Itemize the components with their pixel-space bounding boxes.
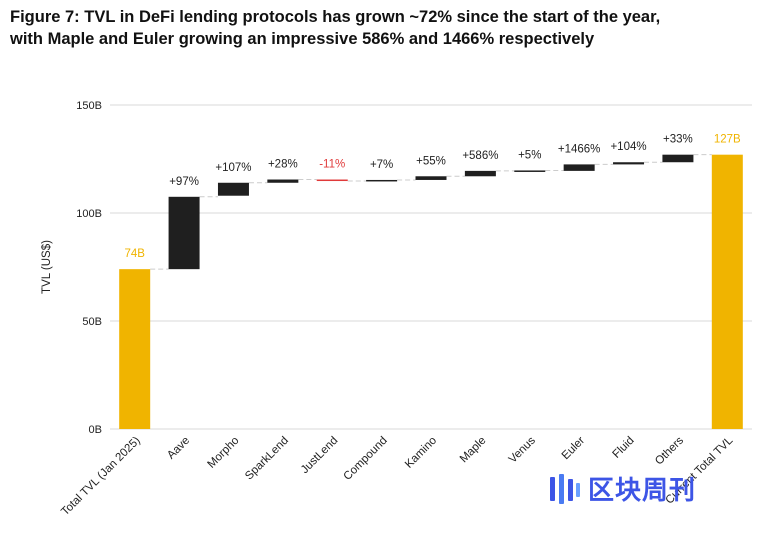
data-label: +104% (610, 141, 646, 153)
data-label: +107% (215, 162, 251, 174)
y-axis-label: TVL (US$) (41, 240, 53, 294)
x-tick-label: Morpho (206, 435, 242, 471)
watermark-logo-icon (550, 473, 580, 504)
bar-compound (366, 179, 398, 182)
bar-maple (464, 170, 496, 177)
chart-title: Figure 7: TVL in DeFi lending protocols … (10, 6, 760, 50)
data-label: -11% (319, 159, 345, 171)
bar-aave (168, 196, 200, 270)
data-label: 74B (124, 248, 145, 260)
chart-title-line-1: Figure 7: TVL in DeFi lending protocols … (10, 8, 661, 26)
x-tick-label: Kamino (403, 435, 439, 471)
bar-justlend (316, 179, 348, 182)
x-tick-label: SparkLend (243, 435, 291, 483)
bar-fluid (613, 162, 645, 165)
data-label: +7% (370, 159, 393, 171)
bar-others (662, 154, 694, 163)
y-tick-label: 100B (76, 208, 102, 220)
x-tick-label: Aave (165, 435, 192, 462)
bar-venus (514, 170, 546, 172)
bar-kamino (415, 176, 447, 180)
data-label: +5% (518, 149, 541, 161)
watermark-text: 区块周刊 (588, 476, 697, 506)
bar-current-total-tvl (711, 154, 743, 429)
data-label: +33% (663, 134, 693, 146)
bar-total-tvl-jan-2025- (119, 269, 151, 429)
data-label: 127B (714, 134, 741, 146)
bar-sparklend (267, 179, 299, 183)
x-tick-label: JustLend (299, 435, 340, 476)
watermark: 区块周刊 (548, 470, 696, 507)
chart-title-line-2: with Maple and Euler growing an impressi… (10, 30, 595, 48)
x-tick-label: Total TVL (Jan 2025) (59, 435, 143, 519)
y-tick-label: 150B (76, 100, 102, 112)
bar-morpho (217, 182, 249, 196)
x-tick-label: Others (653, 434, 686, 467)
x-tick-label: Compound (341, 435, 389, 483)
y-tick-label: 50B (82, 316, 102, 328)
x-tick-label: Venus (507, 434, 538, 465)
data-label: +97% (169, 176, 199, 188)
bar-euler (563, 164, 595, 171)
x-tick-label: Euler (560, 435, 588, 463)
data-label: +1466% (558, 143, 601, 155)
data-label: +586% (462, 150, 498, 162)
data-label: +28% (268, 159, 298, 171)
y-tick-label: 0B (89, 424, 102, 436)
x-tick-label: Fluid (611, 435, 637, 461)
x-tick-label: Maple (458, 435, 489, 466)
data-label: +55% (416, 155, 446, 167)
